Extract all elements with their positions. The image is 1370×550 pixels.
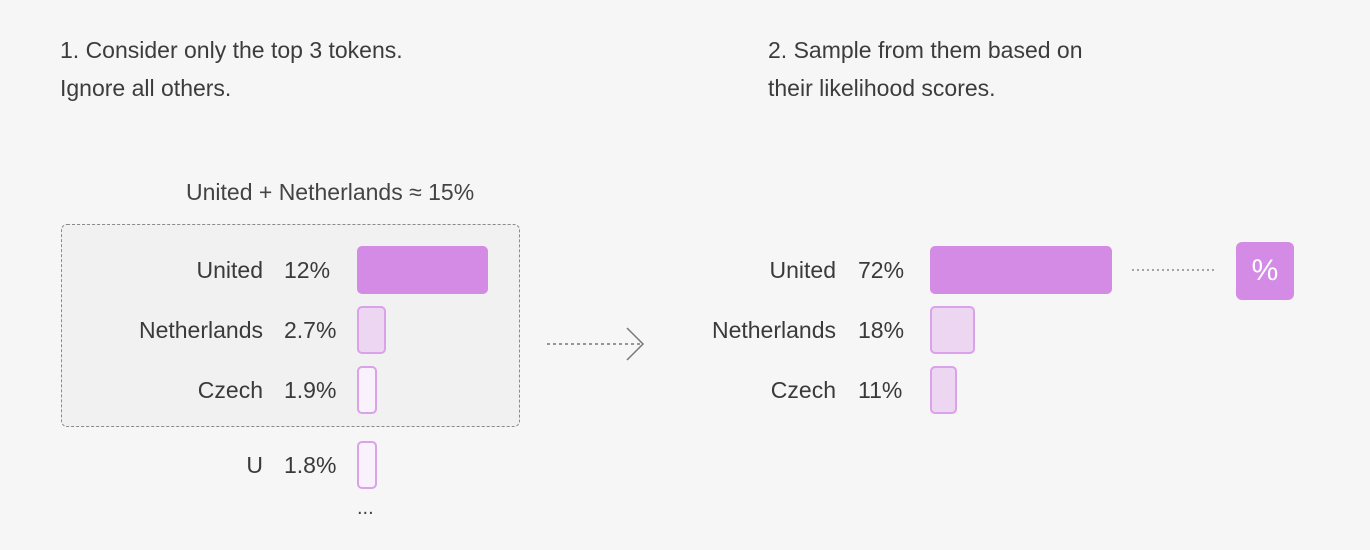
probability-bar	[930, 366, 957, 414]
left-caption: 1. Consider only the top 3 tokens. Ignor…	[60, 31, 403, 107]
right-caption: 2. Sample from them based on their likel…	[768, 31, 1083, 107]
left-caption-line-1: 1. Consider only the top 3 tokens.	[60, 37, 403, 63]
right-caption-line-1: 2. Sample from them based on	[768, 37, 1083, 63]
token-label: United	[769, 257, 836, 283]
token-label: U	[246, 452, 263, 478]
token-probability: 12%	[284, 257, 331, 283]
left-token-row-netherlands: Netherlands 2.7%	[0, 306, 520, 354]
token-probability: 1.9%	[284, 377, 337, 403]
left-token-row-czech: Czech 1.9%	[0, 366, 520, 414]
token-probability: 18%	[858, 317, 905, 343]
probability-bar	[357, 246, 488, 294]
token-probability: 11%	[858, 377, 903, 403]
left-token-row-u: U 1.8%	[0, 441, 520, 489]
more-tokens-ellipsis: ...	[357, 497, 374, 519]
sum-label: United + Netherlands ≈ 15%	[186, 179, 475, 205]
token-probability: 72%	[858, 257, 905, 283]
percent-badge: %	[1236, 242, 1294, 300]
right-caption-line-2: their likelihood scores.	[768, 75, 996, 101]
right-token-row-czech: Czech 11%	[640, 366, 1140, 414]
left-caption-line-2: Ignore all others.	[60, 75, 232, 101]
dotted-connector	[1132, 269, 1215, 271]
probability-bar	[930, 306, 975, 354]
token-label: United	[196, 257, 263, 283]
right-token-row-united: United 72%	[640, 246, 1140, 294]
probability-bar	[357, 366, 377, 414]
probability-bar	[930, 246, 1112, 294]
arrow-right-icon	[547, 327, 645, 361]
token-label: Netherlands	[138, 317, 263, 343]
probability-bar	[357, 306, 386, 354]
token-label: Netherlands	[711, 317, 836, 343]
probability-bar	[357, 441, 377, 489]
token-probability: 2.7%	[284, 317, 337, 343]
token-label: Czech	[770, 377, 836, 403]
token-probability: 1.8%	[284, 452, 337, 478]
left-token-row-united: United 12%	[0, 246, 520, 294]
right-token-row-netherlands: Netherlands 18%	[640, 306, 1140, 354]
token-label: Czech	[197, 377, 263, 403]
